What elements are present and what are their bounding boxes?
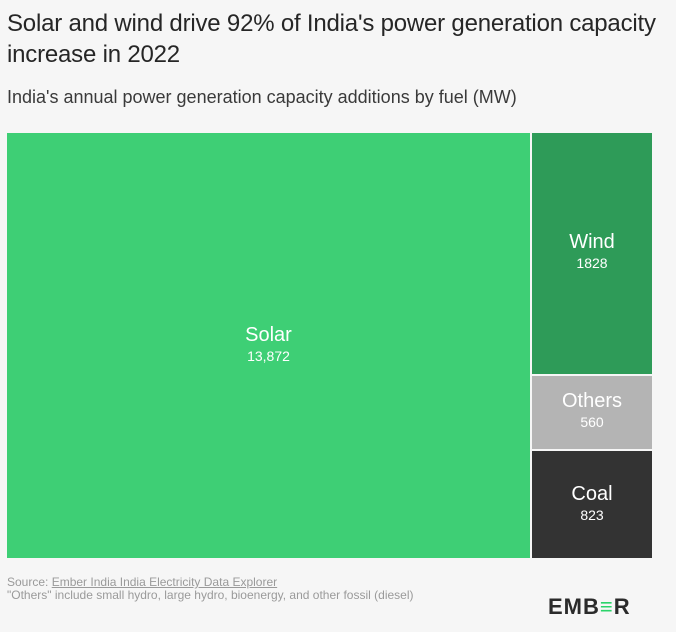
- tile-others: Others 560: [532, 375, 652, 450]
- source-link[interactable]: Ember India India Electricity Data Explo…: [51, 575, 278, 589]
- source-prefix: Source:: [7, 575, 52, 589]
- tile-solar-value: 13,872: [247, 347, 290, 364]
- tile-solar: Solar 13,872: [7, 133, 530, 558]
- tile-wind-value: 1828: [576, 255, 608, 272]
- chart-subtitle: India's annual power generation capacity…: [7, 87, 517, 107]
- tile-coal: Coal 823: [532, 451, 652, 558]
- tile-wind: Wind 1828: [532, 133, 652, 374]
- tile-others-value: 560: [580, 414, 604, 431]
- source-line: Source: Ember India India Electricity Da…: [7, 576, 507, 589]
- tile-solar-label: Solar: [245, 323, 292, 346]
- logo-text-end: R: [613, 594, 631, 619]
- ember-logo: EMB≡R: [548, 594, 631, 620]
- tile-others-label: Others: [561, 390, 623, 413]
- tile-coal-label: Coal: [571, 482, 613, 505]
- logo-accent-e: ≡: [599, 594, 614, 619]
- tile-wind-label: Wind: [569, 231, 615, 254]
- tile-coal-value: 823: [580, 506, 604, 523]
- logo-text-start: EMB: [548, 594, 600, 619]
- chart-title: Solar and wind drive 92% of India's powe…: [7, 10, 656, 68]
- chart-footer: Source: Ember India India Electricity Da…: [7, 576, 507, 602]
- footnote: "Others" include small hydro, large hydr…: [7, 588, 414, 602]
